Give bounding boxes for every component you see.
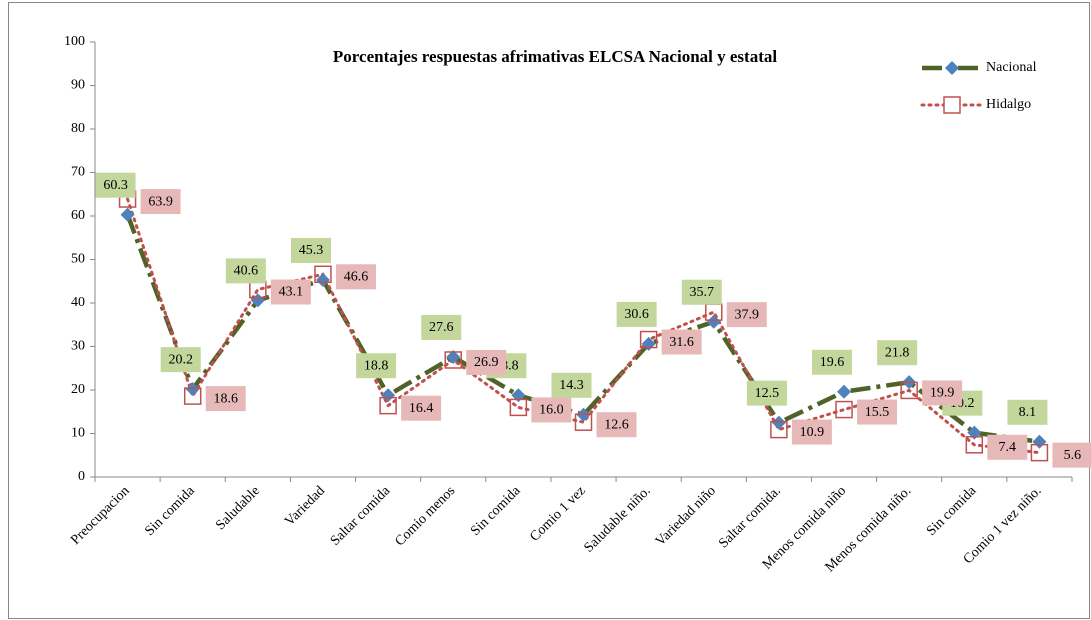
data-label: 40.6 — [234, 264, 259, 279]
data-label-box — [290, 237, 331, 263]
data-label: 20.2 — [168, 352, 193, 367]
data-label-box — [681, 279, 722, 305]
data-label: 18.8 — [364, 358, 389, 373]
data-label-box — [661, 329, 702, 355]
data-label-box — [401, 395, 442, 421]
y-tick-label: 80 — [71, 121, 85, 136]
data-label-box — [160, 347, 201, 373]
y-tick-label: 20 — [71, 382, 85, 397]
data-label: 21.8 — [885, 345, 910, 360]
data-label-box — [421, 314, 462, 340]
data-label-box — [225, 258, 266, 284]
data-label: 60.3 — [103, 178, 128, 193]
data-label: 16.0 — [539, 403, 564, 418]
marker — [120, 207, 135, 222]
data-label: 26.9 — [474, 355, 499, 370]
marker — [381, 388, 396, 403]
data-label-box — [791, 419, 832, 445]
y-tick-label: 100 — [64, 34, 85, 49]
data-label-box — [551, 372, 592, 398]
y-tick-label: 10 — [71, 426, 85, 441]
data-label-box — [205, 386, 246, 412]
marker — [509, 398, 528, 417]
y-tick-label: 60 — [71, 208, 85, 223]
y-tick-label: 0 — [78, 469, 85, 484]
legend-label: Hidalgo — [986, 97, 1031, 112]
marker — [314, 265, 332, 284]
data-label: 30.6 — [624, 307, 649, 322]
data-label: 5.6 — [1064, 448, 1082, 463]
data-label-box — [596, 412, 637, 438]
marker — [837, 384, 852, 399]
data-label-box — [270, 279, 311, 305]
data-label: 35.7 — [690, 285, 715, 300]
data-label-box — [746, 380, 787, 406]
y-tick-label: 50 — [71, 252, 85, 267]
legend-marker — [945, 61, 959, 75]
series-line — [126, 197, 1041, 455]
data-label: 45.3 — [299, 243, 324, 258]
data-label: 7.4 — [999, 440, 1017, 455]
data-label: 8.1 — [1019, 405, 1037, 420]
data-label: 63.9 — [148, 194, 173, 209]
data-label: 31.6 — [669, 335, 694, 350]
chart-frame — [8, 2, 1090, 619]
data-label-box — [877, 340, 918, 366]
data-label-box — [356, 353, 397, 379]
data-label-box — [1052, 442, 1091, 468]
data-label-box — [531, 397, 572, 423]
data-label: 12.5 — [755, 386, 780, 401]
data-label: 27.6 — [429, 320, 454, 335]
marker — [900, 381, 918, 400]
series-line — [125, 213, 1040, 444]
marker — [770, 420, 788, 439]
data-label-box — [616, 301, 657, 327]
data-label: 19.6 — [820, 355, 845, 370]
data-label: 10.9 — [800, 425, 825, 440]
marker — [379, 396, 397, 415]
y-tick-label: 90 — [71, 78, 85, 93]
data-label-box — [726, 302, 767, 328]
marker — [706, 314, 721, 329]
marker — [185, 382, 200, 397]
data-label: 18.6 — [213, 391, 238, 406]
data-label-box — [987, 434, 1028, 460]
data-label-box — [95, 172, 136, 198]
marker — [444, 351, 462, 369]
marker — [835, 400, 853, 419]
marker — [771, 415, 786, 430]
data-label-box — [1007, 399, 1048, 425]
marker — [315, 272, 330, 287]
marker — [574, 413, 593, 431]
data-label: 14.3 — [559, 378, 584, 393]
y-tick-label: 30 — [71, 339, 85, 354]
legend-label: Nacional — [986, 60, 1037, 75]
data-label-box — [857, 399, 898, 425]
marker — [639, 330, 658, 349]
data-label-box — [140, 189, 181, 215]
marker — [1030, 443, 1049, 462]
chart-title: Porcentajes respuestas afrimativas ELCSA… — [333, 47, 777, 66]
data-label: 37.9 — [735, 307, 760, 322]
marker — [446, 349, 461, 364]
data-label-box — [922, 380, 963, 406]
data-label-box — [466, 349, 507, 375]
data-label-box — [335, 264, 376, 290]
data-label: 15.5 — [865, 405, 890, 420]
y-tick-label: 40 — [71, 295, 85, 310]
data-label: 43.1 — [279, 285, 304, 300]
marker — [965, 436, 984, 454]
data-label: 16.4 — [409, 401, 434, 416]
marker — [183, 387, 202, 405]
data-label: 19.9 — [930, 386, 955, 401]
data-label: 46.6 — [344, 270, 369, 285]
legend-marker — [943, 96, 961, 114]
data-label-box — [812, 349, 853, 375]
y-tick-label: 70 — [71, 165, 85, 180]
data-label: 12.6 — [604, 417, 629, 432]
